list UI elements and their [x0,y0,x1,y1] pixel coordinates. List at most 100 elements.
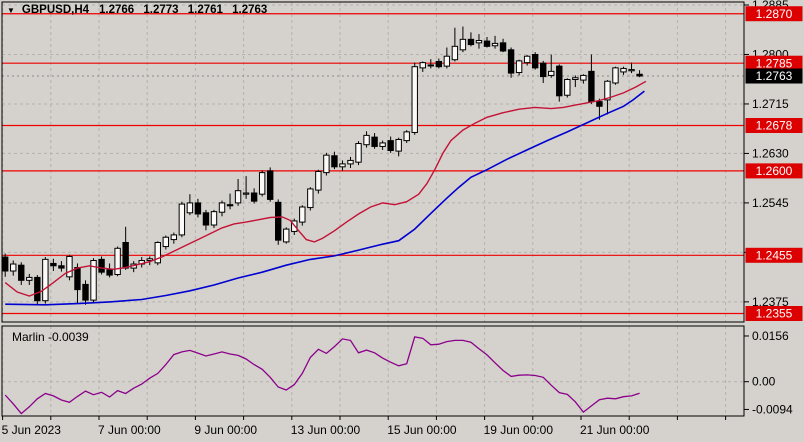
candle-body [194,202,202,215]
candle-body [42,258,49,302]
candle-body [411,66,418,133]
candle-body [234,190,242,204]
ma-slow-line [5,90,645,306]
time-tick-label: 13 Jun 00:00 [291,423,361,437]
candle-body [355,143,362,163]
time-tick-label: 7 Jun 00:00 [98,423,161,437]
candle-body [186,202,194,214]
time-tick-label: 9 Jun 00:00 [194,423,257,437]
price-axis[interactable] [744,0,804,416]
candle-body [66,255,73,278]
level-badge-text: 1.2600 [756,164,793,178]
candle-body [459,38,467,51]
time-tick-label: 5 Jun 2023 [2,423,62,437]
candle-body [451,45,459,61]
main-panel-border [1,1,745,323]
level-badge [745,305,803,321]
level-badge-text: 1.2678 [756,119,793,133]
candle-body [387,140,394,152]
candle-body [491,42,499,47]
panel-divider[interactable] [0,322,744,326]
indicator-value-label: Marlin -0.0039 [12,330,89,344]
candle-body [26,276,33,281]
candle-body [10,263,17,272]
time-axis[interactable] [0,416,744,442]
candle-body [443,55,451,67]
level-badge-text: 1.2455 [756,248,793,262]
candle-body [403,131,410,142]
candle-body [114,247,121,275]
level-badge [745,117,803,133]
candle-body [588,70,595,103]
candle-body [379,142,386,147]
time-tick-label: 21 Jun 00:00 [580,423,650,437]
price-tick-label: 1.2715 [752,97,789,111]
indicator-tick-label: 0.00 [752,375,776,389]
candle-body [331,155,338,168]
candle-body [628,69,635,72]
candle-body [98,258,105,273]
candle-body [58,265,65,269]
candle-body [34,276,41,302]
candle-body [572,77,579,81]
level-badge [745,247,803,263]
candle-body [507,49,515,74]
candle-body [548,70,555,76]
symbol-period-label: GBPUSD,H4 [21,4,90,16]
candle-body [82,283,89,301]
current-price-badge-text: 1.2763 [756,69,793,83]
candle-body [154,241,161,264]
indicator-tick-label: 0.0156 [752,329,789,343]
candle-body [347,159,354,165]
candle-body [266,170,274,200]
price-tick-label: 1.2375 [752,295,789,309]
candle-body [299,206,306,223]
candle-body [483,40,491,47]
candle-body [170,234,178,241]
time-tick-label: 15 Jun 00:00 [387,423,457,437]
candle-body [371,136,378,147]
candle-body [435,60,443,68]
candle-body [90,260,97,301]
candle-body [467,38,475,46]
candle-body [612,67,619,84]
indicator-tick-label: -0.0094 [752,402,793,416]
symbol-marker-icon: ▼ [7,5,15,15]
level-badge-text: 1.2355 [756,307,793,321]
candle-body [122,241,129,269]
candle-body [226,204,234,207]
candle-body [564,79,571,96]
candle-body [162,236,170,248]
candle-body [636,73,643,77]
candle-body [475,40,483,44]
level-badge [745,163,803,179]
candle-body [580,74,587,81]
candle-body [523,55,531,64]
price-tick-label: 1.2545 [752,196,789,210]
ohlc-values: 1.2766 1.2773 1.2761 1.2763 [99,4,268,16]
candle-body [531,53,539,69]
candle-body [178,203,186,236]
chart-title: ▼ GBPUSD,H4 1.2766 1.2773 1.2761 1.2763 [7,4,267,16]
level-badge [745,6,803,22]
candle-body [596,101,603,107]
time-tick-label: 19 Jun 00:00 [484,423,554,437]
candle-body [620,67,627,73]
candle-body [250,192,258,202]
candle-body [363,134,370,146]
candle-body [315,170,322,191]
candle-body [339,163,346,168]
candle-body [419,62,426,69]
candle-body [427,64,434,67]
candle-body [323,154,330,174]
level-badge-text: 1.2870 [756,7,793,21]
candle-body [395,138,402,152]
candle-body [106,269,113,276]
candle-body [283,228,290,243]
candle-body [210,211,218,226]
candle-body [74,267,81,291]
candle-body [2,256,9,272]
candle-body [202,212,210,226]
